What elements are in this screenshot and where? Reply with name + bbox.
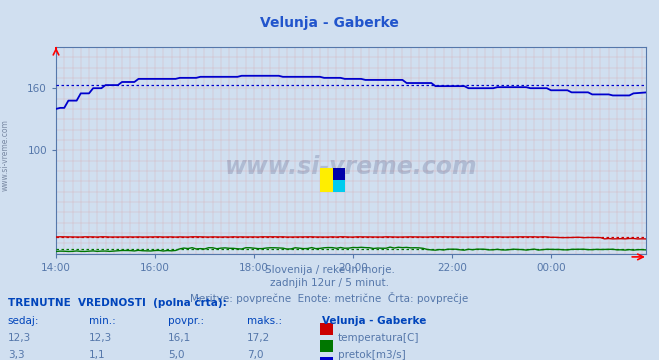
Text: povpr.:: povpr.: [168,316,204,326]
Text: 3,3: 3,3 [8,350,24,360]
Text: Meritve: povprečne  Enote: metrične  Črta: povprečje: Meritve: povprečne Enote: metrične Črta:… [190,292,469,304]
Text: 12,3: 12,3 [8,333,31,343]
Text: maks.:: maks.: [247,316,282,326]
Text: pretok[m3/s]: pretok[m3/s] [338,350,406,360]
Text: min.:: min.: [89,316,116,326]
Text: 5,0: 5,0 [168,350,185,360]
Text: sedaj:: sedaj: [8,316,40,326]
Text: Slovenija / reke in morje.: Slovenija / reke in morje. [264,265,395,275]
Text: 16,1: 16,1 [168,333,191,343]
Text: zadnjih 12ur / 5 minut.: zadnjih 12ur / 5 minut. [270,278,389,288]
Text: Velunja - Gaberke: Velunja - Gaberke [322,316,426,326]
Text: TRENUTNE  VREDNOSTI  (polna črta):: TRENUTNE VREDNOSTI (polna črta): [8,297,227,307]
Text: 7,0: 7,0 [247,350,264,360]
Text: temperatura[C]: temperatura[C] [338,333,420,343]
Text: www.si-vreme.com: www.si-vreme.com [1,119,10,191]
Text: 17,2: 17,2 [247,333,270,343]
Text: 1,1: 1,1 [89,350,105,360]
Text: www.si-vreme.com: www.si-vreme.com [225,155,477,179]
Text: 12,3: 12,3 [89,333,112,343]
Text: Velunja - Gaberke: Velunja - Gaberke [260,16,399,30]
